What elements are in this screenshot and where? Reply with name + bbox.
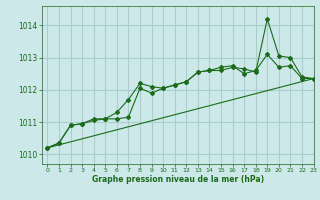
X-axis label: Graphe pression niveau de la mer (hPa): Graphe pression niveau de la mer (hPa) bbox=[92, 175, 264, 184]
